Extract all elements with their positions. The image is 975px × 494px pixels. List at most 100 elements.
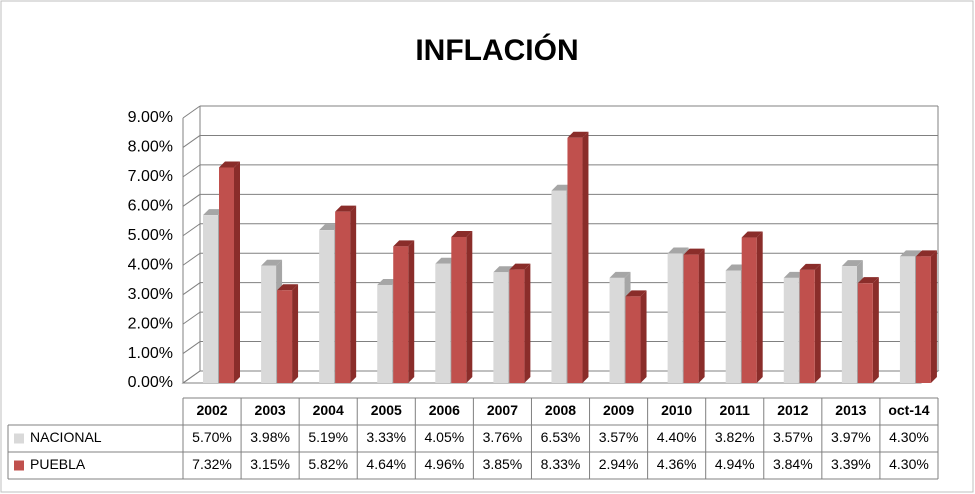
bar-top <box>203 209 224 216</box>
y-tick-label: 8.00% <box>128 139 173 156</box>
bar <box>277 290 293 383</box>
bar-top <box>683 248 705 255</box>
bar-top <box>609 271 631 278</box>
y-tick-label: 6.00% <box>128 198 173 215</box>
bar <box>335 211 351 383</box>
bar-top <box>319 224 341 231</box>
bar-top <box>841 260 863 267</box>
y-tick-label: 9.00% <box>128 109 173 126</box>
bar-top <box>783 271 805 278</box>
table-cell: 4.40% <box>657 429 697 445</box>
table-cell: 3.84% <box>773 456 813 472</box>
table-cell: 3.97% <box>831 429 871 445</box>
bar <box>683 254 699 383</box>
bar <box>609 277 625 383</box>
bar-side <box>698 248 705 383</box>
table-cell: 2.94% <box>599 456 639 472</box>
bar <box>725 270 741 383</box>
bar-top <box>377 278 399 285</box>
bar <box>393 246 409 383</box>
grid-line-side <box>182 252 201 266</box>
table-cell: 3.98% <box>250 429 290 445</box>
bar-top <box>625 290 647 297</box>
bar-side <box>872 277 879 383</box>
bar <box>551 190 567 383</box>
bar <box>741 237 757 383</box>
y-tick-label: 1.00% <box>128 345 173 362</box>
bar-side <box>756 231 763 383</box>
bar-side <box>466 230 473 383</box>
bar <box>451 236 467 383</box>
bar-top <box>667 247 689 254</box>
grid-line-side <box>182 311 201 325</box>
bar-side <box>582 131 589 383</box>
bar-side <box>234 161 240 383</box>
bar-top <box>799 263 821 270</box>
grid-line-side <box>182 164 201 178</box>
grid-line-side <box>182 135 201 148</box>
bar-top <box>451 230 473 237</box>
bar-side <box>524 263 531 383</box>
grid-line-side <box>182 223 201 237</box>
table-cell: 5.82% <box>308 456 348 472</box>
bar-top <box>741 231 763 238</box>
legend-swatch <box>14 433 24 444</box>
bar <box>799 269 815 383</box>
grid-line-side <box>182 282 201 296</box>
table-cell: 4.30% <box>889 456 929 472</box>
table-cell: 6.53% <box>541 429 581 445</box>
bar-top <box>857 277 879 284</box>
x-tick-label: 2013 <box>835 402 866 418</box>
bar <box>435 263 451 383</box>
grid-line-side <box>182 341 201 354</box>
bar <box>203 215 218 383</box>
bar <box>783 277 799 383</box>
bar <box>841 266 857 383</box>
bar-side <box>930 250 937 383</box>
table-cell: 3.15% <box>250 456 290 472</box>
y-tick-label: 2.00% <box>128 315 173 332</box>
x-tick-label: 2006 <box>429 402 460 418</box>
bar-top <box>335 205 357 212</box>
table-cell: 4.96% <box>424 456 464 472</box>
bar <box>567 137 583 383</box>
grid-line-side <box>182 370 201 384</box>
x-tick-label: 2002 <box>196 402 227 418</box>
y-tick-label: 5.00% <box>128 227 173 244</box>
x-tick-label: 2005 <box>371 402 402 418</box>
bar-side <box>350 205 357 383</box>
bar <box>899 256 915 383</box>
bar-top <box>899 250 921 257</box>
bar-top <box>915 250 937 257</box>
bar-side <box>408 240 415 383</box>
bar-side <box>292 284 299 383</box>
y-tick-label: 4.00% <box>128 256 173 273</box>
x-tick-label: 2007 <box>487 402 518 418</box>
table-cell: 4.94% <box>715 456 755 472</box>
x-tick-label: 2003 <box>255 402 286 418</box>
bar <box>915 256 931 383</box>
table-cell: 4.36% <box>657 456 697 472</box>
bar-top <box>567 131 589 138</box>
legend-label: PUEBLA <box>30 456 86 472</box>
y-tick-label: 3.00% <box>128 286 173 303</box>
grid-line-side <box>182 105 201 119</box>
table-cell: 4.64% <box>366 456 406 472</box>
bar-top <box>277 284 299 291</box>
bar-top <box>435 257 457 264</box>
legend-label: NACIONAL <box>30 429 102 445</box>
bar <box>667 253 683 383</box>
bar <box>377 284 393 383</box>
bar <box>625 296 641 383</box>
bar-top <box>219 161 240 168</box>
table-cell: 3.39% <box>831 456 871 472</box>
table-cell: 8.33% <box>541 456 581 472</box>
legend-swatch <box>14 460 24 471</box>
bar <box>509 269 525 383</box>
x-tick-label: 2009 <box>603 402 634 418</box>
bar <box>319 230 335 383</box>
table-cell: 5.70% <box>192 429 232 445</box>
x-tick-label: 2012 <box>777 402 808 418</box>
table-cell: 3.76% <box>483 429 523 445</box>
